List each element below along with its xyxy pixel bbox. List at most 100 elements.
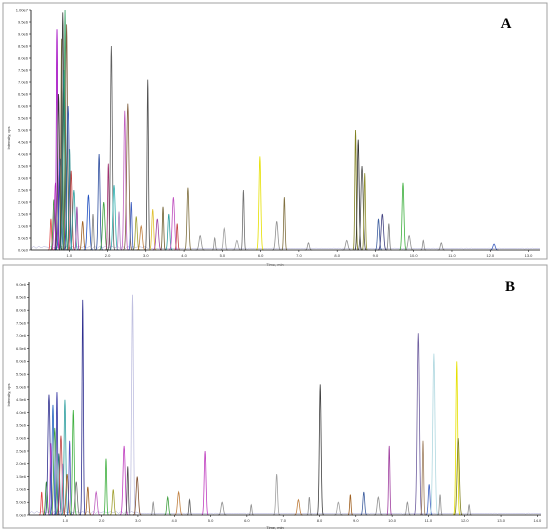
chromatogram-panel-b: 0.0e0 5.0e5 1.0e6 1.5e6 2.0e6 2.5e6 3.0e6 3.5e6… [2, 264, 548, 530]
peak-35 [165, 213, 173, 251]
peak-35 [316, 384, 324, 516]
peak-54 [377, 213, 387, 251]
y-tick-label: 2.0e6 [16, 461, 27, 466]
peak-22 [105, 163, 112, 251]
y-tick-label: 3.5e6 [18, 163, 29, 168]
peak-18 [91, 490, 101, 516]
y-tick-label: 4.0e6 [16, 410, 27, 415]
chromatogram-panel-a: 0.0e0 5.0e5 1.0e6 1.5e6 2.0e6 2.5e6 3.0e6 3.5e6… [2, 2, 548, 267]
x-tick-label: 11.0 [448, 253, 456, 258]
y-tick-label: 8.0e6 [18, 55, 29, 60]
axes [28, 282, 541, 516]
peak-51 [357, 165, 367, 251]
peak-32 [273, 473, 281, 516]
peak-47 [453, 361, 461, 516]
peak-46 [281, 197, 288, 251]
peak-24 [132, 476, 142, 516]
x-tick-label: 1.0 [63, 518, 69, 523]
x-tick-label: 13.0 [525, 253, 534, 258]
peak-1 [48, 218, 54, 251]
peak-7 [54, 392, 60, 516]
peak-16 [79, 299, 86, 516]
peak-48 [453, 438, 463, 516]
x-tick-label: 9.0 [373, 253, 379, 258]
y-tick-label: 2.5e6 [18, 187, 29, 192]
peak-15 [71, 481, 81, 516]
y-tick-label: 5.0e5 [18, 235, 29, 240]
y-tick-label: 6.0e6 [18, 103, 29, 108]
peak-4 [48, 443, 54, 516]
peak-32 [148, 209, 157, 251]
peak-13 [66, 440, 73, 516]
peak-34 [306, 496, 312, 516]
x-tick-label: 8.0 [317, 518, 323, 523]
baseline-trace [28, 510, 542, 515]
y-tick-label: 5.5e6 [16, 371, 27, 376]
x-tick-label: 10.0 [410, 253, 419, 258]
y-tick-label: 8.0e6 [16, 307, 27, 312]
peak-45 [272, 221, 282, 251]
peak-10 [62, 9, 69, 251]
peak-45 [429, 353, 439, 516]
peak-39 [195, 234, 205, 251]
y-tick-label: 9.5e6 [18, 19, 29, 24]
peak-16 [74, 206, 80, 251]
peak-14 [67, 170, 75, 251]
y-tick-label: 6.5e6 [16, 346, 27, 351]
peak-43 [240, 189, 247, 251]
peak-37 [174, 223, 180, 251]
peak-4 [54, 29, 61, 251]
y-tick-label: 0.0e0 [18, 247, 29, 252]
x-tick-label: 2.0 [105, 253, 111, 258]
peak-27 [123, 103, 133, 251]
y-tick-label: 7.0e6 [16, 333, 27, 338]
x-tick-label: 2.0 [99, 518, 105, 523]
y-tick-label: 3.0e6 [18, 175, 29, 180]
peak-57 [404, 234, 414, 251]
y-tick-label: 5.0e6 [18, 127, 29, 132]
y-tick-label: 3.5e6 [16, 423, 27, 428]
y-tick-labels: 0.0e0 5.0e5 1.0e6 1.5e6 2.0e6 2.5e6 3.0e6 3.5e6… [16, 282, 29, 517]
y-tick-label: 1.0e6 [18, 223, 29, 228]
peak-15 [69, 189, 79, 251]
x-tick-label: 1.0 [66, 253, 72, 258]
y-tick-label: 5.5e6 [18, 115, 29, 120]
peak-38 [360, 491, 368, 516]
x-tick-label: 4.0 [181, 253, 187, 258]
y-axis-title: Intensity, cps [6, 126, 11, 149]
y-tick-label: 1.5e6 [18, 211, 29, 216]
peak-49 [352, 129, 359, 251]
y-tick-label: 0.0e0 [16, 512, 27, 517]
y-tick-label: 7.0e6 [18, 79, 29, 84]
y-tick-label: 5.0e5 [16, 499, 27, 504]
peak-9 [56, 435, 66, 516]
x-tick-label: 12.0 [461, 518, 470, 523]
peak-21 [119, 445, 129, 516]
x-tick-label: 6.0 [258, 253, 264, 258]
peak-53 [374, 218, 383, 251]
y-tick-label: 6.0e6 [16, 359, 27, 364]
peak-37 [347, 494, 353, 516]
x-tick-label: 7.0 [296, 253, 302, 258]
x-tick-label: 10.0 [388, 518, 397, 523]
panel-label: A [501, 16, 512, 32]
peak-14 [69, 409, 77, 516]
peak-19 [90, 213, 96, 251]
y-tick-label: 1.00e7 [16, 7, 29, 12]
peak-26 [120, 110, 129, 251]
y-tick-label: 2.5e6 [16, 448, 27, 453]
peak-27 [174, 490, 183, 516]
x-tick-label: 5.0 [208, 518, 214, 523]
peak-28 [128, 201, 135, 251]
y-tick-label: 1.5e6 [16, 474, 27, 479]
x-tick-label: 8.0 [334, 253, 340, 258]
peak-11 [61, 399, 69, 516]
panel-label: B [505, 279, 515, 295]
x-tick-label: 3.0 [143, 253, 149, 258]
peak-52 [361, 173, 368, 251]
x-tick-label: 3.0 [135, 518, 141, 523]
x-tick-label: 13.0 [497, 518, 506, 523]
y-tick-label: 3.0e6 [16, 435, 27, 440]
y-tick-label: 9.0e6 [16, 282, 27, 287]
peak-29 [201, 450, 209, 516]
